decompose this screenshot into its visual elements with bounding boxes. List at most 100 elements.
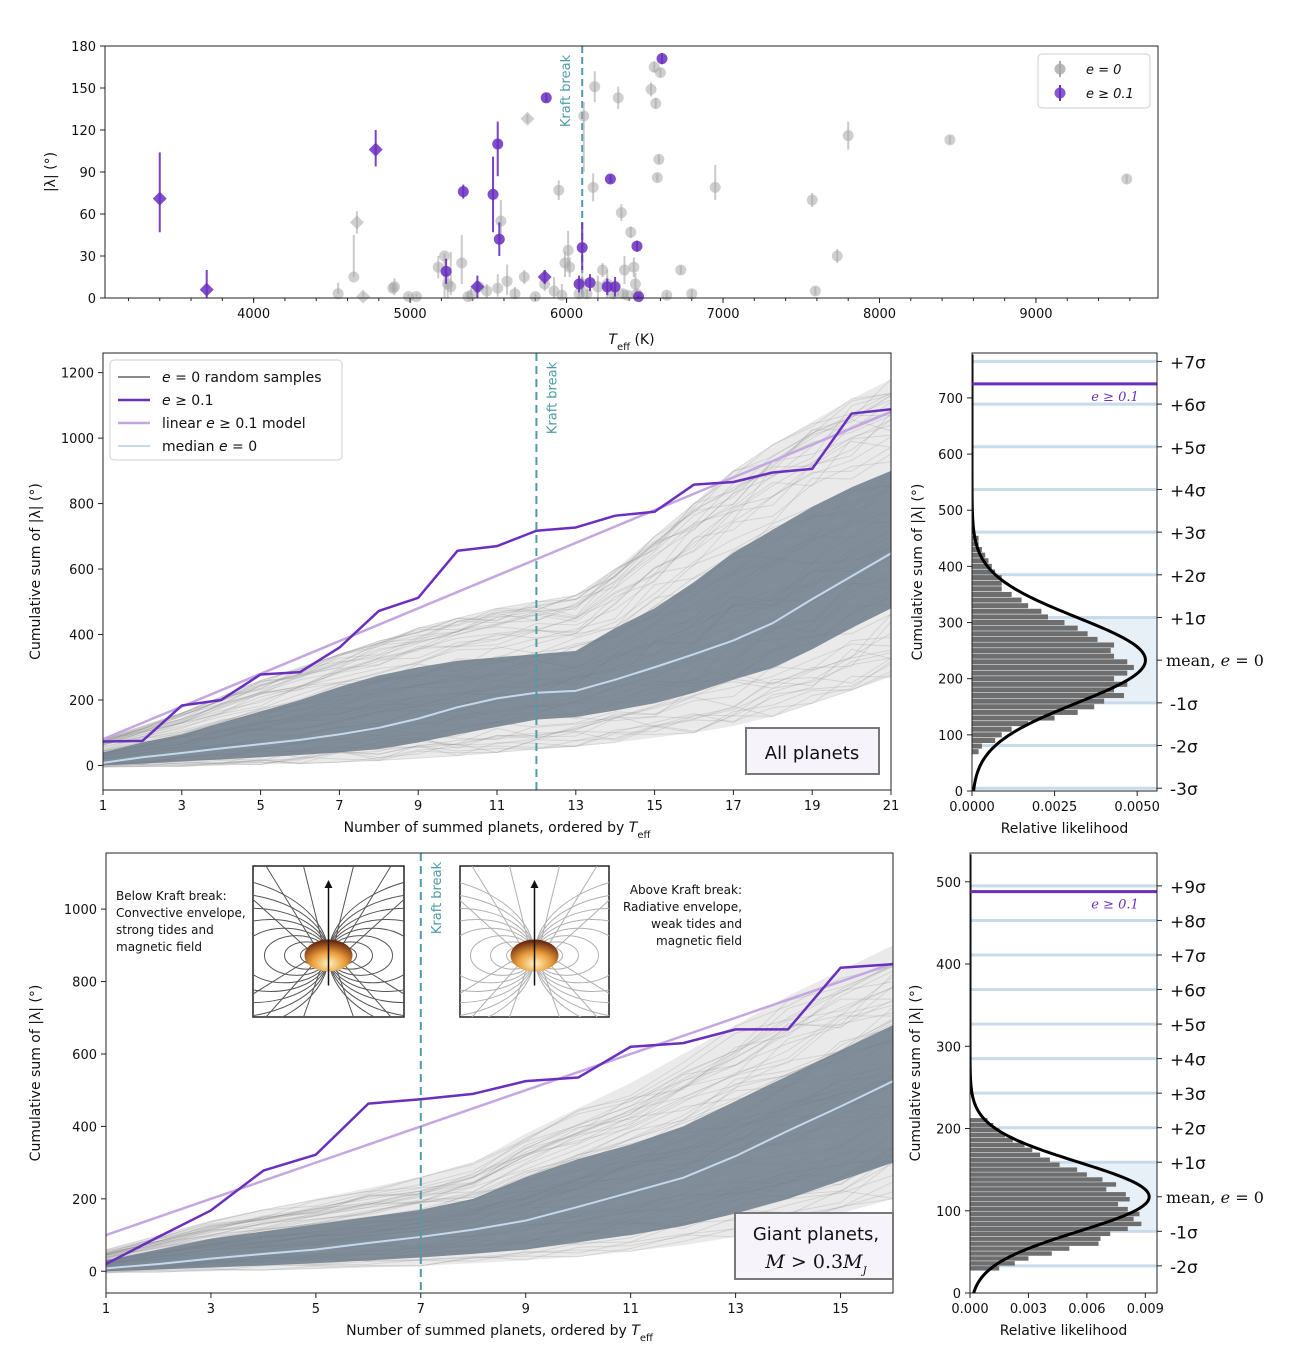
sample-trace bbox=[106, 986, 893, 1255]
legend-box bbox=[109, 359, 343, 461]
label-part: e bbox=[162, 393, 171, 409]
histogram-bar bbox=[972, 653, 1115, 659]
data-point bbox=[628, 261, 640, 273]
median-e0-line bbox=[106, 1080, 893, 1270]
data-point bbox=[439, 250, 451, 262]
sample-trace bbox=[106, 1006, 893, 1257]
histogram-bar bbox=[972, 681, 1128, 687]
x-tick-label: 11 bbox=[489, 799, 506, 814]
data-point bbox=[573, 278, 585, 290]
y-tick-label: 500 bbox=[938, 504, 963, 519]
x-tick-label: 15 bbox=[646, 799, 663, 814]
x-tick-label: 5 bbox=[256, 799, 264, 814]
histogram-bar bbox=[970, 1177, 1103, 1182]
y-tick-label: 600 bbox=[72, 1048, 97, 1063]
series-ecc bbox=[152, 53, 668, 303]
data-point bbox=[332, 288, 344, 300]
data-point bbox=[493, 233, 505, 245]
mid-side-axes-frame bbox=[971, 352, 1158, 792]
x-tick-label: 5 bbox=[312, 1302, 320, 1317]
label-part: = 0 bbox=[1230, 651, 1264, 670]
histogram-bar bbox=[972, 737, 996, 743]
sample-trace bbox=[103, 446, 891, 744]
data-point bbox=[618, 264, 630, 276]
y-axis-label: Cumulative sum of |λ| (°) bbox=[908, 985, 924, 1162]
bot-side-axes-frame bbox=[969, 852, 1158, 1294]
open-field-line bbox=[460, 955, 522, 994]
x-tick-label: 13 bbox=[727, 1302, 744, 1317]
data-point bbox=[842, 130, 854, 142]
data-point bbox=[388, 281, 400, 293]
sample-trace bbox=[103, 419, 891, 744]
label-part: M bbox=[842, 1251, 863, 1273]
data-point bbox=[709, 181, 721, 193]
data-point bbox=[576, 242, 588, 254]
sample-trace bbox=[106, 964, 893, 1253]
sample-trace bbox=[103, 648, 891, 765]
data-point bbox=[445, 281, 457, 293]
y-tick-label: 0 bbox=[89, 1265, 97, 1280]
data-point bbox=[581, 288, 593, 300]
plot-area bbox=[970, 854, 1157, 1293]
data-point bbox=[615, 207, 627, 219]
data-point bbox=[686, 288, 698, 300]
panel-label: All planets bbox=[765, 743, 859, 764]
legend-label: e = 0 bbox=[1086, 63, 1121, 78]
y-tick-label: 700 bbox=[938, 392, 963, 407]
histogram-bar bbox=[972, 552, 986, 558]
panel-label-box bbox=[745, 727, 880, 775]
y-tick-label: 300 bbox=[936, 1040, 961, 1055]
panel-label: Giant planets, bbox=[753, 1224, 879, 1245]
histogram-bar bbox=[972, 648, 1111, 654]
sample-trace bbox=[106, 976, 893, 1255]
label-part: Cumulative sum of bbox=[28, 1025, 44, 1162]
sigma-label: +9σ bbox=[1170, 878, 1206, 898]
x-tick-label: 15 bbox=[832, 1302, 849, 1317]
data-point bbox=[564, 261, 576, 273]
sigma-label: +1σ bbox=[1170, 609, 1206, 629]
x-tick-label: 4000 bbox=[237, 307, 270, 322]
y-tick-label: 200 bbox=[936, 1123, 961, 1138]
label-part: |λ| bbox=[908, 1007, 924, 1025]
x-tick-label: 1 bbox=[102, 1302, 110, 1317]
sigma-label: -2σ bbox=[1170, 1258, 1198, 1278]
data-point-diamond bbox=[537, 270, 552, 284]
data-point bbox=[578, 110, 590, 122]
histogram-bar bbox=[972, 693, 1124, 699]
data-point-diamond bbox=[199, 282, 214, 297]
sample-trace bbox=[106, 1004, 893, 1256]
y-axis-label: |λ| (°) bbox=[43, 152, 59, 192]
sigma-label: -2σ bbox=[1170, 738, 1198, 758]
sample-trace bbox=[103, 434, 891, 747]
sigma-label: +6σ bbox=[1170, 396, 1206, 416]
sample-trace bbox=[106, 966, 893, 1251]
y-axis-label: Cumulative sum of |λ| (°) bbox=[910, 484, 926, 661]
x-tick-label: 19 bbox=[804, 799, 821, 814]
histogram-bar bbox=[972, 715, 1055, 721]
data-point bbox=[540, 92, 552, 104]
above-kraft-note: magnetic field bbox=[656, 934, 742, 948]
kraft-break-label: Kraft break bbox=[545, 361, 560, 434]
histogram-bar bbox=[972, 726, 1012, 732]
histogram-bar bbox=[970, 1172, 1087, 1177]
label-part: |λ| bbox=[28, 506, 44, 524]
data-point bbox=[612, 92, 624, 104]
data-point bbox=[1121, 173, 1133, 185]
histogram-bar bbox=[972, 569, 996, 575]
label-part: linear bbox=[162, 416, 206, 432]
sample-trace bbox=[103, 657, 891, 766]
histogram-bar bbox=[970, 1167, 1078, 1172]
above-kraft-note: Radiative envelope, bbox=[623, 900, 742, 914]
data-point bbox=[562, 244, 574, 256]
histogram-bar bbox=[972, 664, 1134, 670]
data-point bbox=[587, 181, 599, 193]
open-field-line bbox=[253, 898, 316, 956]
open-field-line bbox=[341, 955, 404, 995]
histogram-bar bbox=[972, 558, 989, 564]
y-tick-label: 0 bbox=[955, 785, 963, 800]
histogram-bar bbox=[970, 1226, 1128, 1232]
x-tick-label: 11 bbox=[622, 1302, 639, 1317]
histogram-bar bbox=[970, 1266, 1000, 1271]
histogram-bar bbox=[970, 1231, 1111, 1237]
